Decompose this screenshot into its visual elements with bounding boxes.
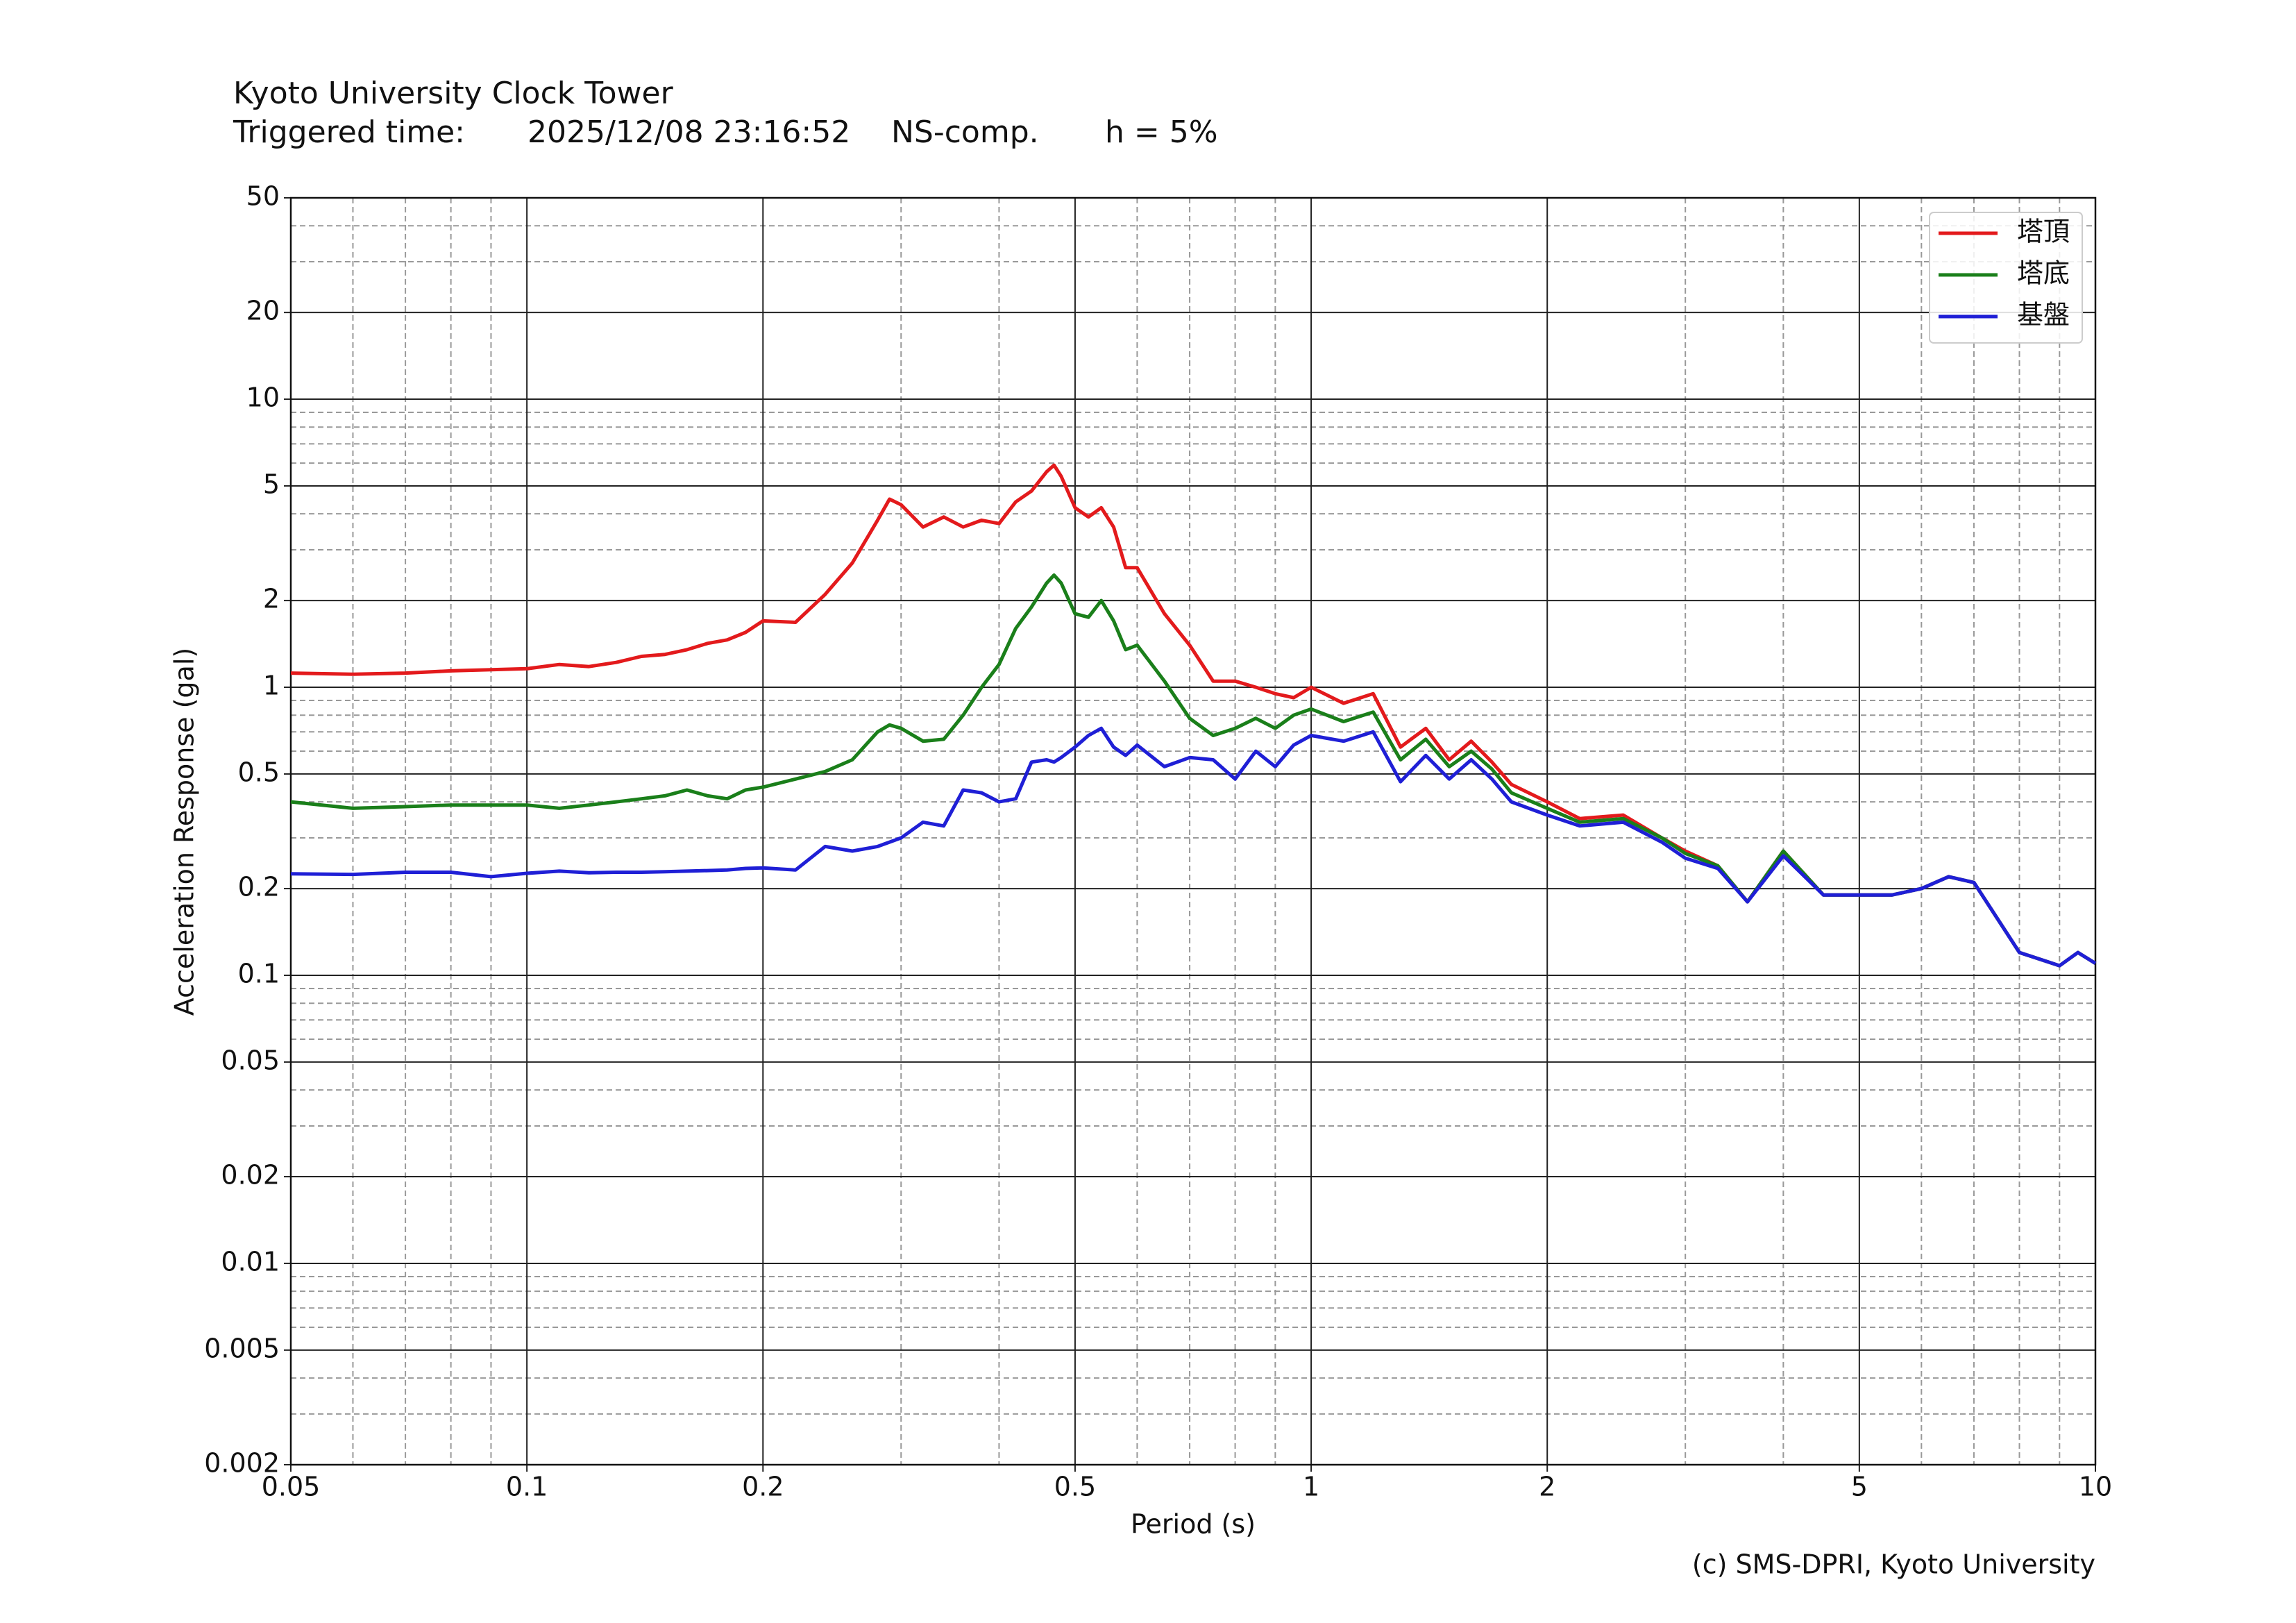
legend-label: 塔頂 bbox=[2017, 217, 2070, 247]
y-tick-label: 10 bbox=[246, 382, 280, 413]
y-tick-label: 0.1 bbox=[238, 958, 280, 989]
legend-box bbox=[1929, 212, 2083, 344]
x-tick-label: 0.1 bbox=[506, 1472, 548, 1502]
plot-frame bbox=[289, 196, 2097, 1466]
x-tick-label: 5 bbox=[1851, 1472, 1868, 1502]
y-tick-label: 20 bbox=[246, 296, 280, 326]
chart-title: Kyoto University Clock Tower bbox=[233, 76, 674, 111]
legend-label: 基盤 bbox=[2017, 300, 2070, 330]
x-tick-label: 2 bbox=[1539, 1472, 1555, 1502]
x-tick-label: 1 bbox=[1303, 1472, 1319, 1502]
series-line bbox=[290, 726, 2097, 968]
footer: (c) SMS-DPRI, Kyoto University bbox=[1692, 1549, 2095, 1580]
x-tick-label: 10 bbox=[2079, 1472, 2112, 1502]
x-axis-label: Period (s) bbox=[1131, 1509, 1256, 1540]
y-tick-label: 0.01 bbox=[221, 1246, 280, 1277]
y-tick-label: 0.5 bbox=[238, 757, 280, 787]
x-tick-label: 0.2 bbox=[742, 1472, 784, 1502]
y-tick-label: 1 bbox=[263, 671, 280, 701]
subtitle-time: 2025/12/08 23:16:52 bbox=[527, 115, 850, 150]
subtitle-label: Triggered time: bbox=[233, 115, 465, 150]
y-tick-label: 0.2 bbox=[238, 872, 280, 902]
y-tick-label: 5 bbox=[263, 469, 280, 499]
x-tick-label: 0.05 bbox=[262, 1472, 321, 1502]
subtitle-damping: h = 5% bbox=[1105, 115, 1218, 150]
y-tick-label: 0.005 bbox=[204, 1333, 280, 1363]
y-tick-label: 2 bbox=[263, 584, 280, 614]
y-tick-label: 0.02 bbox=[221, 1160, 280, 1191]
subtitle-component: NS-comp. bbox=[891, 115, 1039, 150]
y-tick-label: 50 bbox=[246, 181, 280, 212]
y-axis-label: Acceleration Response (gal) bbox=[169, 648, 200, 1016]
y-tick-label: 0.05 bbox=[221, 1045, 280, 1075]
legend-label: 塔底 bbox=[2017, 258, 2070, 289]
x-tick-label: 0.5 bbox=[1054, 1472, 1096, 1502]
y-tick-label: 0.002 bbox=[204, 1448, 280, 1479]
